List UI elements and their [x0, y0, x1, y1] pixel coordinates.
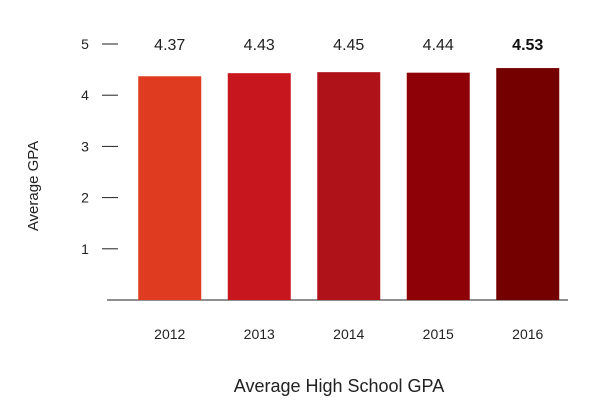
bar-2015 [406, 72, 470, 300]
bar-2012 [138, 76, 202, 300]
y-tick-label: 1 [81, 241, 89, 257]
y-axis: 1 2 3 4 5 [81, 36, 118, 257]
y-tick-label: 5 [81, 36, 89, 52]
bar-2014 [317, 72, 381, 300]
bar-2013 [227, 73, 291, 301]
x-tick-label-2015: 2015 [423, 326, 454, 342]
x-axis-tick-labels: 2012 2013 2014 2015 2016 [154, 326, 543, 342]
x-tick-label-2016: 2016 [512, 326, 543, 342]
x-tick-label-2012: 2012 [154, 326, 185, 342]
data-labels: 4.37 4.43 4.45 4.44 4.53 [154, 37, 543, 54]
data-label-2016: 4.53 [512, 37, 543, 54]
y-axis-title: Average GPA [25, 141, 42, 231]
x-tick-label-2014: 2014 [333, 326, 364, 342]
y-tick-label: 2 [81, 190, 89, 206]
x-axis-title: Average High School GPA [234, 376, 444, 396]
y-tick-label: 3 [81, 138, 89, 154]
data-label-2013: 4.43 [244, 37, 275, 54]
bar-2016 [496, 68, 560, 301]
data-label-2012: 4.37 [154, 37, 185, 54]
data-label-2015: 4.44 [423, 37, 454, 54]
data-label-2014: 4.45 [333, 37, 364, 54]
y-tick-label: 4 [81, 87, 89, 103]
x-tick-label-2013: 2013 [244, 326, 275, 342]
bars [138, 68, 560, 301]
